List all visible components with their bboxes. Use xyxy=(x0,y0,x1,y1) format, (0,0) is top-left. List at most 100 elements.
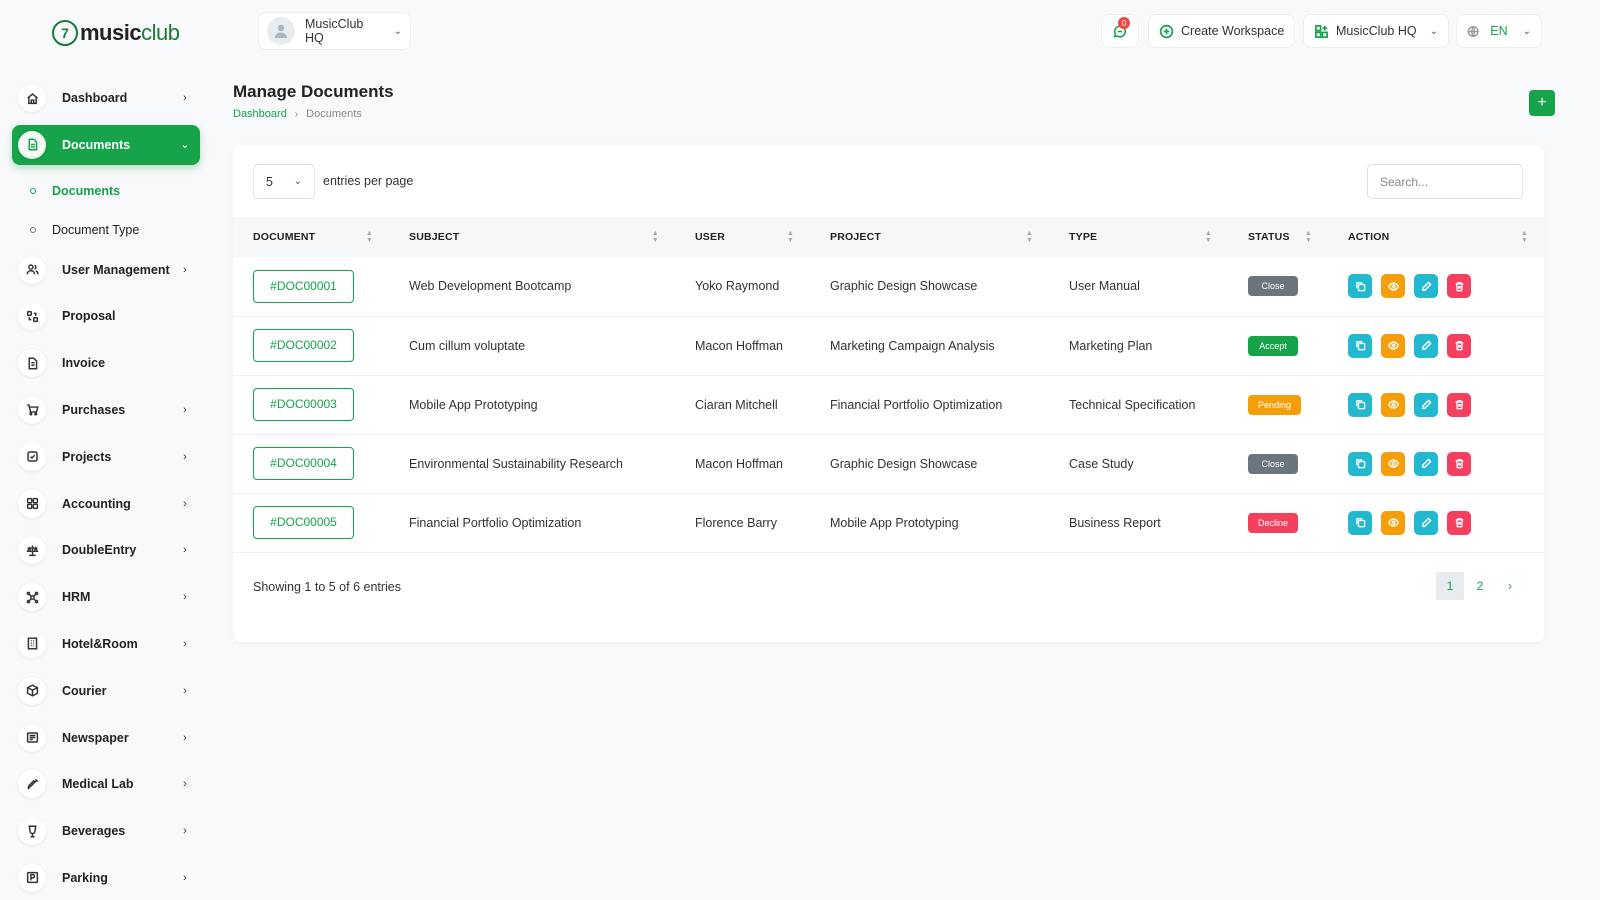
eye-icon xyxy=(1387,341,1399,350)
chevron-icon: › xyxy=(183,684,187,697)
view-button[interactable] xyxy=(1381,333,1405,358)
sidebar-item-label: Dashboard xyxy=(62,91,128,105)
column-header-label: SUBJECT xyxy=(409,231,460,243)
sidebar-item-courier[interactable]: Courier › xyxy=(12,671,200,711)
sidebar-item-accounting[interactable]: Accounting › xyxy=(12,484,200,524)
sidebar-item-doubleentry[interactable]: DoubleEntry › xyxy=(12,530,200,570)
trash-icon xyxy=(1455,518,1463,528)
trash-icon xyxy=(1455,459,1463,469)
column-header-subject[interactable]: SUBJECT ▲ ▼ xyxy=(389,217,675,257)
document-id-button[interactable]: #DOC00004 xyxy=(253,447,354,480)
search-input[interactable] xyxy=(1367,164,1523,199)
showing-entries-text: Showing 1 to 5 of 6 entries xyxy=(253,580,402,594)
page-1-button[interactable]: 1 xyxy=(1436,572,1464,600)
sort-icon: ▲ ▼ xyxy=(1520,230,1528,244)
edit-button[interactable] xyxy=(1414,451,1438,476)
sidebar-item-invoice[interactable]: Invoice xyxy=(12,343,200,383)
copy-button[interactable] xyxy=(1348,510,1372,535)
copy-button[interactable] xyxy=(1348,392,1372,417)
sidebar-item-label: DoubleEntry xyxy=(62,543,137,558)
sidebar-item-newspaper[interactable]: Newspaper › xyxy=(12,718,200,758)
create-workspace-label: Create Workspace xyxy=(1181,24,1285,38)
column-header-label: PROJECT xyxy=(830,231,881,243)
sidebar-item-projects[interactable]: Projects › xyxy=(12,437,200,477)
brand-logo[interactable]: 7 musicclub xyxy=(52,20,180,46)
delete-button[interactable] xyxy=(1447,392,1471,417)
row-actions xyxy=(1348,274,1524,299)
sidebar-item-user-management[interactable]: User Management › xyxy=(12,250,200,290)
sidebar-item-label: Accounting xyxy=(62,496,131,511)
edit-button[interactable] xyxy=(1414,274,1438,299)
column-header-label: STATUS xyxy=(1248,231,1290,243)
sidebar-item-label: Purchases xyxy=(62,402,126,417)
cell-type: Business Report xyxy=(1069,515,1161,530)
chevron-icon: › xyxy=(183,871,187,884)
workspace-menu[interactable]: MusicClub HQ ⌄ xyxy=(1303,14,1449,48)
cell-project: Graphic Design Showcase xyxy=(830,279,978,294)
edit-button[interactable] xyxy=(1414,333,1438,358)
language-select[interactable]: EN ⌄ xyxy=(1456,14,1542,48)
cell-status: Accept xyxy=(1228,316,1328,375)
trash-icon xyxy=(1455,281,1463,292)
document-id-button[interactable]: #DOC00003 xyxy=(253,388,354,421)
add-document-button[interactable]: + xyxy=(1529,90,1555,116)
status-badge: Accept xyxy=(1248,335,1298,356)
sidebar-item-proposal[interactable]: Proposal xyxy=(12,296,200,336)
breadcrumb-dashboard-link[interactable]: Dashboard xyxy=(233,108,287,120)
cell-action xyxy=(1328,257,1544,316)
sidebar-item-dashboard[interactable]: Dashboard › xyxy=(12,78,200,118)
delete-button[interactable] xyxy=(1447,333,1471,358)
cell-user: Macon Hoffman xyxy=(695,456,784,471)
copy-button[interactable] xyxy=(1348,333,1372,358)
document-id-button[interactable]: #DOC00002 xyxy=(253,329,354,362)
sidebar-item-medical-lab[interactable]: Medical Lab › xyxy=(12,764,200,804)
chevron-down-icon: ⌄ xyxy=(1429,25,1438,37)
sidebar-item-hotel-room[interactable]: Hotel&Room › xyxy=(12,624,200,664)
sidebar-item-documents[interactable]: Documents ⌄ xyxy=(12,124,200,165)
cell-subject: Financial Portfolio Optimization xyxy=(409,515,582,530)
sidebar-subitem-document-type[interactable]: Document Type xyxy=(12,211,200,250)
page-2-button[interactable]: 2 xyxy=(1476,579,1484,593)
chevron-icon: › xyxy=(183,544,187,557)
cell-project: Graphic Design Showcase xyxy=(830,456,978,471)
user-avatar-icon xyxy=(275,24,287,38)
delete-button[interactable] xyxy=(1447,274,1471,299)
view-button[interactable] xyxy=(1381,510,1405,535)
column-header-action[interactable]: ACTION ▲ ▼ xyxy=(1328,217,1544,257)
workspace-select[interactable]: MusicClub HQ ⌄ xyxy=(258,12,411,50)
column-header-type[interactable]: TYPE ▲ ▼ xyxy=(1049,217,1228,257)
edit-button[interactable] xyxy=(1414,510,1438,535)
column-header-label: ACTION xyxy=(1348,231,1390,243)
view-button[interactable] xyxy=(1381,274,1405,299)
sidebar-item-hrm[interactable]: HRM › xyxy=(12,577,200,617)
cell-status: Close xyxy=(1228,434,1328,493)
document-id-button[interactable]: #DOC00005 xyxy=(253,506,354,539)
column-header-status[interactable]: STATUS ▲ ▼ xyxy=(1228,217,1328,257)
sidebar-subitem-documents[interactable]: Documents xyxy=(12,172,200,211)
sidebar-item-label: User Management xyxy=(62,262,170,277)
users-icon xyxy=(25,264,39,275)
cell-action xyxy=(1328,316,1544,375)
create-workspace-button[interactable]: Create Workspace xyxy=(1148,14,1296,48)
document-id-button[interactable]: #DOC00001 xyxy=(253,269,354,303)
entries-per-page-select[interactable]: 5 ⌄ xyxy=(253,164,315,199)
pencil-icon xyxy=(1421,458,1432,468)
column-header-user[interactable]: USER ▲ ▼ xyxy=(675,217,810,257)
copy-button[interactable] xyxy=(1348,451,1372,476)
chat-button[interactable]: 0 xyxy=(1101,14,1139,48)
sidebar-item-purchases[interactable]: Purchases › xyxy=(12,390,200,430)
cell-type: Marketing Plan xyxy=(1069,338,1153,353)
chevron-down-icon: ⌄ xyxy=(393,25,402,37)
delete-button[interactable] xyxy=(1447,510,1471,535)
view-button[interactable] xyxy=(1381,392,1405,417)
file-icon xyxy=(28,138,37,151)
sidebar-item-parking[interactable]: Parking › xyxy=(12,858,200,898)
copy-button[interactable] xyxy=(1348,274,1372,299)
edit-button[interactable] xyxy=(1414,392,1438,417)
next-page-icon[interactable]: › xyxy=(1508,579,1512,593)
view-button[interactable] xyxy=(1381,451,1405,476)
column-header-document[interactable]: DOCUMENT ▲ ▼ xyxy=(233,217,389,257)
sidebar-item-beverages[interactable]: Beverages › xyxy=(12,811,200,851)
column-header-project[interactable]: PROJECT ▲ ▼ xyxy=(810,217,1049,257)
delete-button[interactable] xyxy=(1447,451,1471,476)
